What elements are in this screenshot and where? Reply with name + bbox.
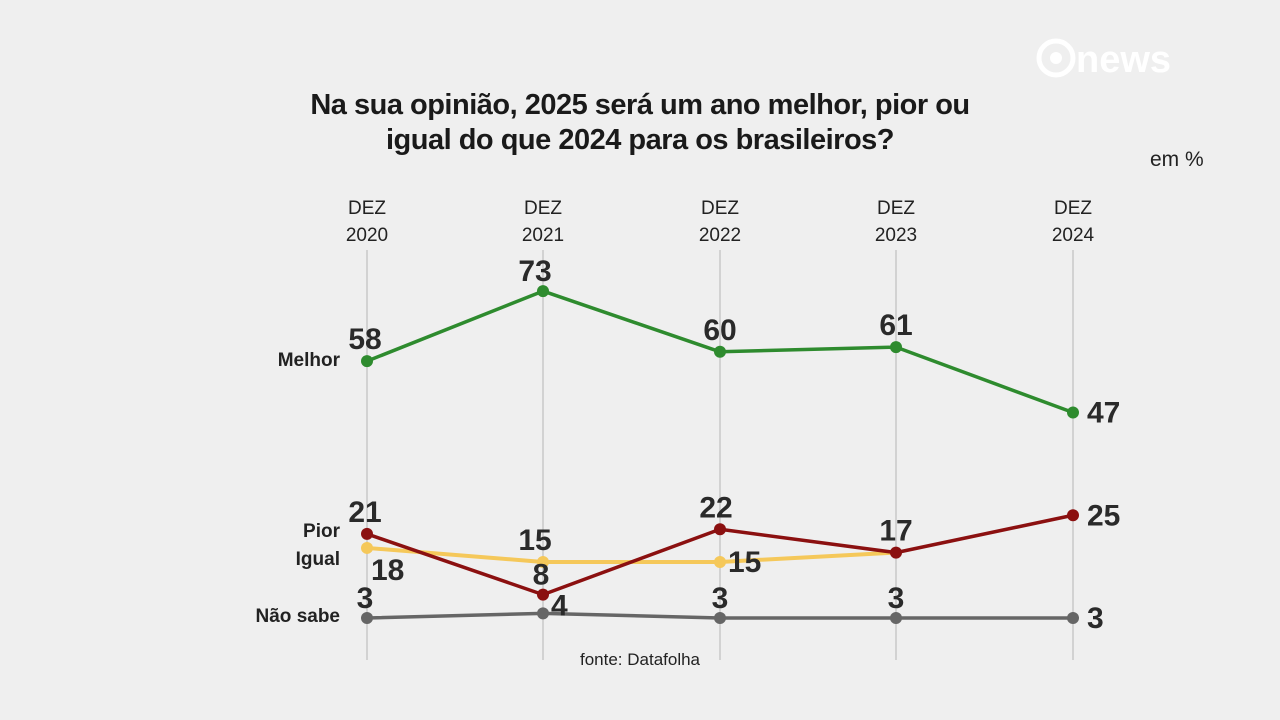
data-label: 58 [348, 323, 381, 356]
data-label: 73 [518, 255, 551, 288]
data-point [361, 611, 373, 624]
data-label: 61 [879, 309, 912, 342]
data-point [714, 345, 726, 358]
data-point [890, 546, 902, 559]
data-point [714, 555, 726, 568]
data-point [537, 555, 549, 568]
x-tick-label: 2024 [1052, 225, 1095, 246]
source-label: fonte: Datafolha [579, 650, 701, 669]
data-point [714, 611, 726, 624]
x-tick-label: 2022 [699, 225, 741, 246]
series-name-label: Pior [303, 521, 341, 542]
series-name-label: Melhor [278, 350, 341, 371]
data-point [361, 541, 373, 554]
x-tick-label: DEZ [877, 198, 915, 219]
x-tick-label: DEZ [524, 198, 562, 219]
unit-label: em % [1150, 148, 1204, 171]
data-label: 21 [348, 496, 381, 529]
data-label: 3 [712, 582, 729, 615]
data-label: 60 [703, 314, 736, 347]
data-point [714, 523, 726, 536]
data-point [890, 611, 902, 624]
data-point [1067, 509, 1079, 522]
data-label: 3 [888, 582, 905, 615]
data-label: 25 [1087, 499, 1120, 532]
x-tick-label: 2020 [346, 225, 388, 246]
data-point [361, 527, 373, 540]
data-label: 15 [728, 546, 761, 579]
x-tick-label: DEZ [348, 198, 386, 219]
data-point [890, 341, 902, 354]
title-line: igual do que 2024 para os brasileiros? [385, 124, 895, 156]
gnews-logo: news [1036, 36, 1201, 85]
data-label: 3 [1087, 602, 1104, 635]
data-point [537, 285, 549, 298]
data-label: 15 [518, 524, 551, 557]
data-point [537, 607, 549, 620]
title-line: Na sua opinião, 2025 será um ano melhor,… [310, 89, 970, 121]
data-point [537, 588, 549, 601]
data-label: 17 [879, 515, 912, 548]
series-name-label: Igual [296, 549, 340, 570]
data-label: 18 [371, 554, 404, 587]
x-tick-label: 2023 [875, 225, 917, 246]
data-label: 3 [357, 582, 374, 615]
data-point [1067, 611, 1079, 624]
x-tick-label: DEZ [1054, 198, 1092, 219]
chart-title: Na sua opinião, 2025 será um ano melhor,… [200, 88, 1080, 158]
data-label: 8 [533, 559, 550, 592]
data-label: 4 [551, 589, 568, 622]
svg-text:news: news [1076, 39, 1171, 80]
data-point [1067, 406, 1079, 419]
x-tick-label: DEZ [701, 198, 739, 219]
data-label: 22 [699, 491, 732, 524]
x-tick-label: 2021 [522, 225, 564, 246]
series-name-label: Não sabe [256, 606, 340, 627]
data-label: 47 [1087, 397, 1120, 430]
data-point [361, 355, 373, 368]
